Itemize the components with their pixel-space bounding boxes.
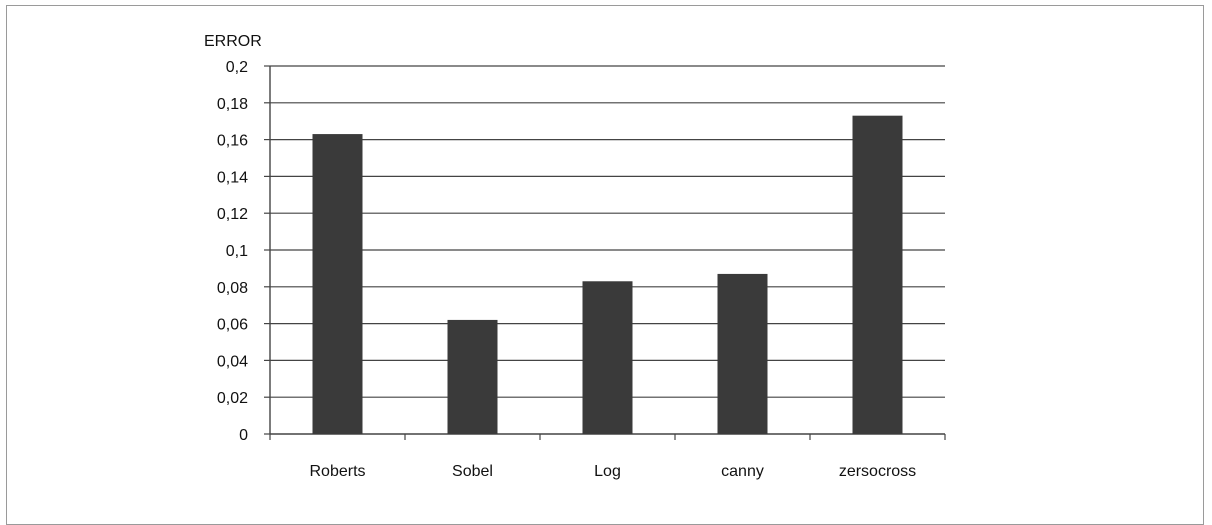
x-category-labels: Roberts Sobel Log canny zersocross (309, 463, 916, 480)
bar-roberts (312, 134, 363, 434)
y-tick-label: 0,1 (226, 243, 248, 260)
bar-zersocross (852, 115, 903, 435)
y-tick-label: 0,02 (217, 390, 248, 407)
bar-chart: ERROR 0 0,02 0,04 0,06 0,08 0,1 0,12 0,14 0,16 0,… (204, 33, 946, 480)
gridlines (270, 65, 945, 398)
bar-log (582, 281, 633, 434)
y-axis-label: ERROR (204, 33, 262, 50)
y-tick-label: 0,16 (217, 133, 248, 150)
bar-sobel (447, 319, 498, 434)
x-category-label: canny (721, 463, 764, 480)
y-tick-label: 0,2 (226, 59, 248, 76)
y-tick-label: 0,18 (217, 96, 248, 113)
y-tick-labels: 0 0,02 0,04 0,06 0,08 0,1 0,12 0,14 0,16 0,18 0,2 (217, 59, 248, 444)
y-tick-label: 0,12 (217, 206, 248, 223)
y-tick-label: 0,04 (217, 353, 248, 370)
y-tick-label: 0,06 (217, 317, 248, 334)
bars (312, 115, 903, 435)
y-tick-label: 0,08 (217, 280, 248, 297)
x-category-label: Log (594, 463, 621, 480)
x-category-label: Roberts (309, 463, 365, 480)
x-category-label: Sobel (452, 463, 493, 480)
y-tick-label: 0 (239, 427, 248, 444)
y-tick-label: 0,14 (217, 169, 248, 186)
x-category-label: zersocross (839, 463, 916, 480)
chart-frame (6, 5, 1204, 525)
bar-canny (717, 273, 768, 434)
